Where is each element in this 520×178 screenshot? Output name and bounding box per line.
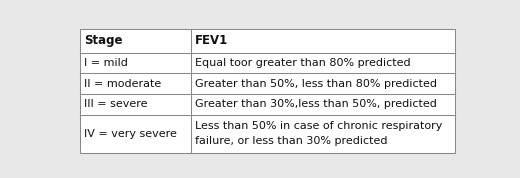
Text: III = severe: III = severe — [84, 99, 148, 109]
Text: Equal toor greater than 80% predicted: Equal toor greater than 80% predicted — [195, 58, 410, 68]
Text: II = moderate: II = moderate — [84, 79, 162, 89]
Text: Stage: Stage — [84, 34, 123, 47]
Text: Greater than 30%,less than 50%, predicted: Greater than 30%,less than 50%, predicte… — [195, 99, 437, 109]
Text: I = mild: I = mild — [84, 58, 128, 68]
Text: Greater than 50%, less than 80% predicted: Greater than 50%, less than 80% predicte… — [195, 79, 437, 89]
Text: IV = very severe: IV = very severe — [84, 129, 177, 139]
Text: failure, or less than 30% predicted: failure, or less than 30% predicted — [195, 137, 387, 146]
Text: FEV1: FEV1 — [195, 34, 228, 47]
Text: Less than 50% in case of chronic respiratory: Less than 50% in case of chronic respira… — [195, 121, 443, 131]
